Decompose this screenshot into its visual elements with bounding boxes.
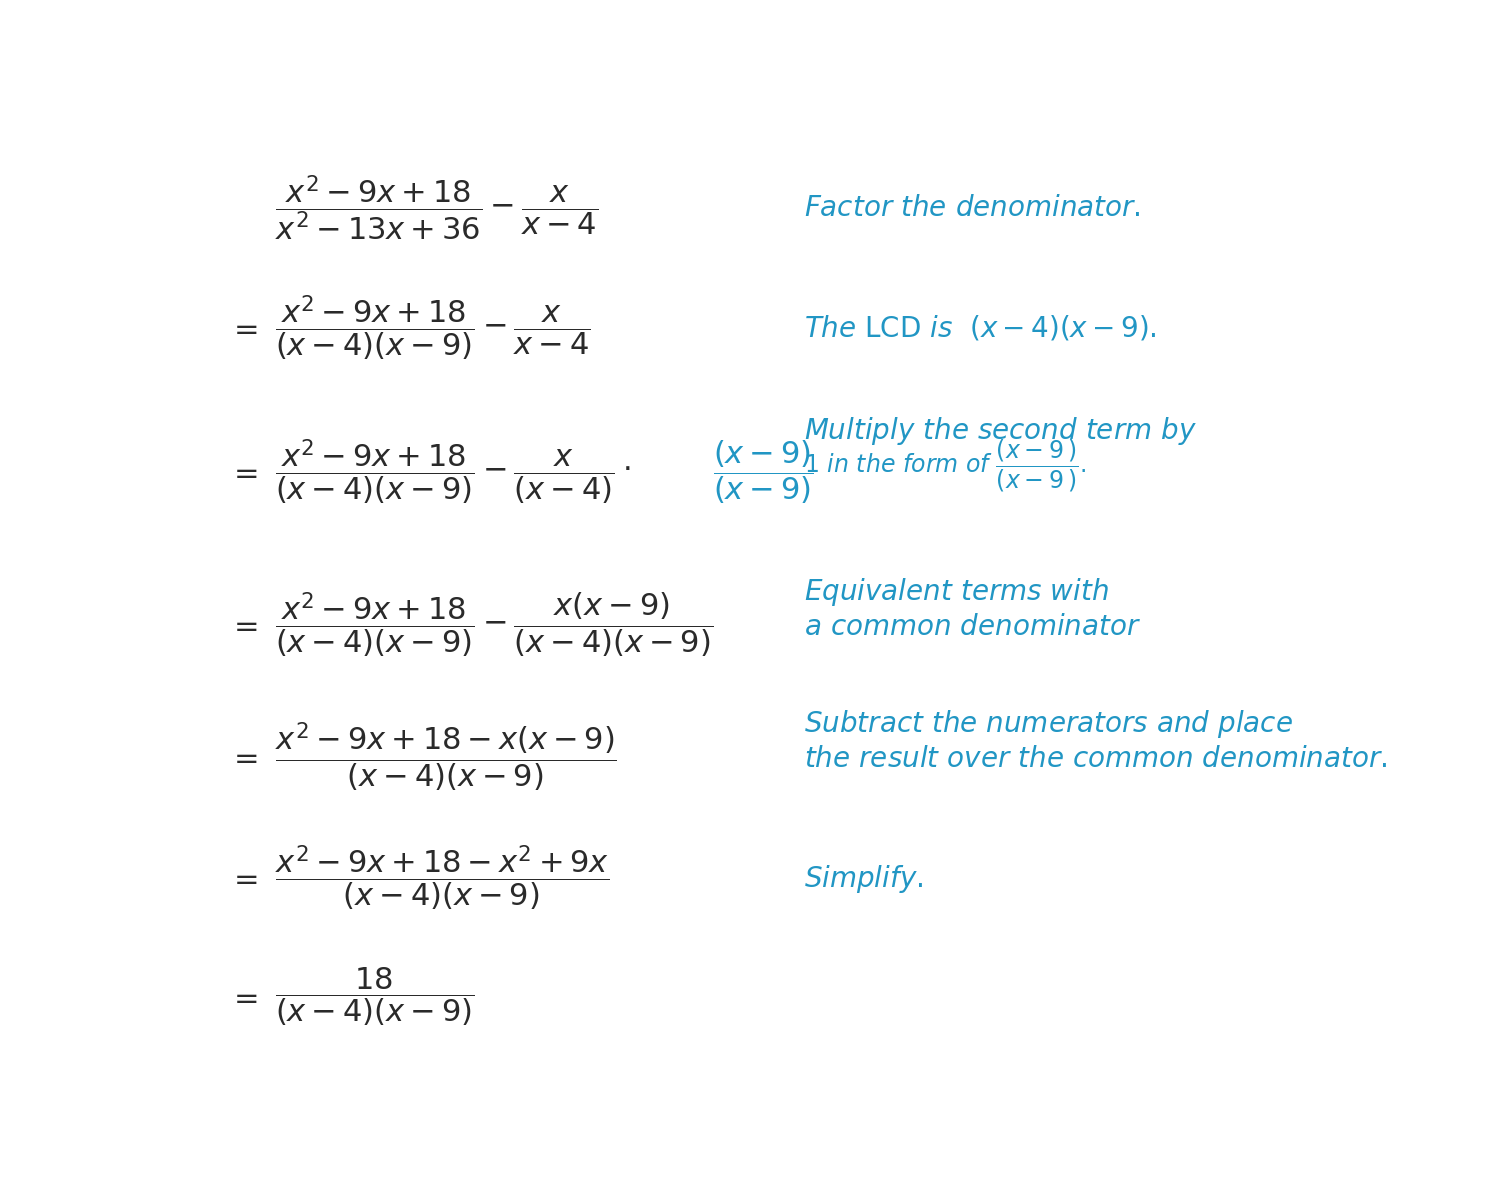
Text: $\mathit{Equivalent\ terms\ with}$: $\mathit{Equivalent\ terms\ with}$: [804, 576, 1108, 609]
Text: $\dfrac{x^{2}-9x+18-x(x-9)}{(x-4)(x-9)}$: $\dfrac{x^{2}-9x+18-x(x-9)}{(x-4)(x-9)}$: [274, 721, 616, 794]
Text: $\mathit{Simplify.}$: $\mathit{Simplify.}$: [804, 863, 922, 895]
Text: $\dfrac{x^{2}-9x+18-x^{2}+9x}{(x-4)(x-9)}$: $\dfrac{x^{2}-9x+18-x^{2}+9x}{(x-4)(x-9)…: [274, 845, 609, 914]
Text: $\dfrac{x^{2}-9x+18}{(x-4)(x-9)}-\dfrac{x}{x-4}$: $\dfrac{x^{2}-9x+18}{(x-4)(x-9)}-\dfrac{…: [274, 294, 590, 363]
Text: $\dfrac{18}{(x-4)(x-9)}$: $\dfrac{18}{(x-4)(x-9)}$: [274, 966, 474, 1028]
Text: $\dfrac{(x-9)}{(x-9)}$: $\dfrac{(x-9)}{(x-9)}$: [712, 438, 813, 506]
Text: $\dfrac{x^{2}-9x+18}{(x-4)(x-9)}-\dfrac{x(x-9)}{(x-4)(x-9)}$: $\dfrac{x^{2}-9x+18}{(x-4)(x-9)}-\dfrac{…: [274, 591, 712, 660]
Text: $\mathit{a\ common\ denominator}$: $\mathit{a\ common\ denominator}$: [804, 613, 1142, 641]
Text: $\mathit{Factor\ the\ denominator.}$: $\mathit{Factor\ the\ denominator.}$: [804, 194, 1140, 223]
Text: $\mathit{The}$ LCD $\mathit{is}$  $(x-4)(x-9).$: $\mathit{The}$ LCD $\mathit{is}$ $(x-4)(…: [804, 314, 1156, 343]
Text: $\mathit{Subtract\ the\ numerators\ and\ place}$: $\mathit{Subtract\ the\ numerators\ and\…: [804, 708, 1293, 740]
Text: $\dfrac{x^{2}-9x+18}{x^{2}-13x+36}-\dfrac{x}{x-4}$: $\dfrac{x^{2}-9x+18}{x^{2}-13x+36}-\dfra…: [274, 174, 598, 243]
Text: $=$: $=$: [228, 314, 258, 343]
Text: $1\ \mathit{in\ the\ form\ of}\ \dfrac{(x-9\,)}{(x-9\,)}.$: $1\ \mathit{in\ the\ form\ of}\ \dfrac{(…: [804, 437, 1086, 494]
Text: $=$: $=$: [228, 982, 258, 1011]
Text: $\mathit{the\ result\ over\ the\ common\ denominator.}$: $\mathit{the\ result\ over\ the\ common\…: [804, 745, 1388, 773]
Text: $\mathit{Multiply\ the\ second\ term\ by}$: $\mathit{Multiply\ the\ second\ term\ by…: [804, 415, 1197, 447]
Text: $=$: $=$: [228, 865, 258, 894]
Text: $=$: $=$: [228, 743, 258, 772]
Text: $=$: $=$: [228, 458, 258, 486]
Text: $\dfrac{x^{2}-9x+18}{(x-4)(x-9)}-\dfrac{x}{(x-4)}\cdot$: $\dfrac{x^{2}-9x+18}{(x-4)(x-9)}-\dfrac{…: [274, 437, 630, 507]
Text: $=$: $=$: [228, 611, 258, 640]
